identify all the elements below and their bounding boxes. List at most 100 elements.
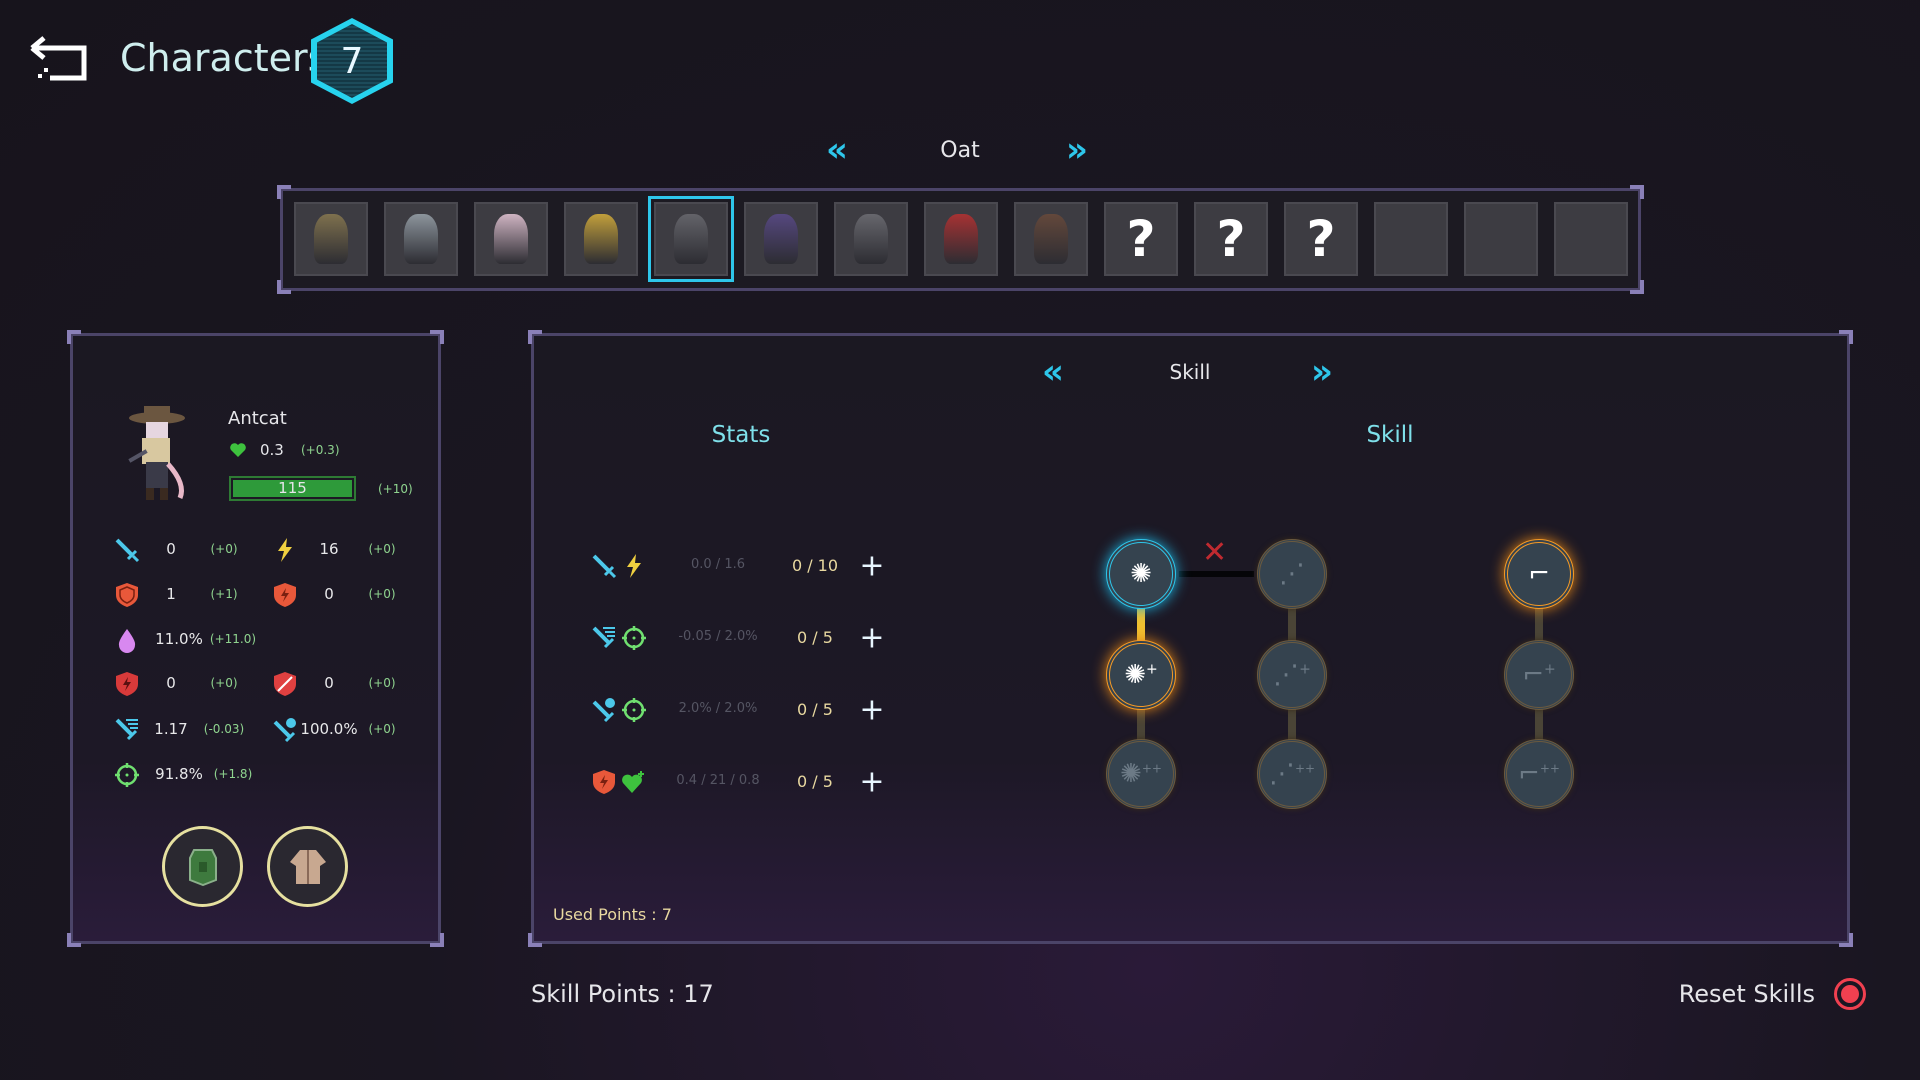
bolt-icon xyxy=(627,554,641,578)
upgrade-plus-button[interactable]: + xyxy=(859,548,885,584)
roster-slot-locked[interactable]: ? xyxy=(1104,202,1178,276)
record-icon xyxy=(1841,985,1859,1003)
skill-link xyxy=(1137,705,1145,744)
multishot-plus-plus-icon: ⋰++ xyxy=(1268,759,1316,789)
stats-header: Stats xyxy=(711,422,771,448)
skill-node-multishot-plus-plus[interactable]: ⋰++ xyxy=(1257,739,1327,809)
skill-link xyxy=(1288,604,1296,645)
roster-slot-character[interactable] xyxy=(744,202,818,276)
character-name: Antcat xyxy=(228,408,287,429)
skill-node-burst[interactable]: ✺ xyxy=(1106,539,1176,609)
character-sprite xyxy=(494,214,528,264)
stat-bonus: (+11.0) xyxy=(209,632,257,646)
sword-crit-icon xyxy=(592,698,615,723)
used-points: Used Points : 7 xyxy=(553,905,672,924)
reset-skills-label: Reset Skills xyxy=(1678,980,1815,1008)
roster-slot-character[interactable] xyxy=(834,202,908,276)
back-arrow-icon xyxy=(30,36,87,81)
skill-node-dual-pistols[interactable]: ⌐ xyxy=(1504,539,1574,609)
character-sprite xyxy=(314,214,348,264)
skill-node-dual-pistols-plus[interactable]: ⌐+ xyxy=(1504,640,1574,710)
roster-slot-character[interactable] xyxy=(384,202,458,276)
upgrade-level: 0 / 5 xyxy=(797,772,833,791)
stat-value: 91.8% xyxy=(155,765,203,783)
character-sprite xyxy=(764,214,798,264)
stat-bonus: (-0.03) xyxy=(203,722,245,736)
upgrade-plus-button[interactable]: + xyxy=(859,620,885,656)
roster-slot-character[interactable] xyxy=(294,202,368,276)
stat-value: 1 xyxy=(166,585,176,603)
page-title: Characters xyxy=(120,36,328,80)
sword-speed-icon xyxy=(115,718,138,741)
skill-node-multishot[interactable]: ⋰ xyxy=(1257,539,1327,609)
skill-link xyxy=(1535,604,1543,645)
character-count: 7 xyxy=(317,24,387,98)
skill-header: Skill xyxy=(1366,422,1414,448)
stat-value: 16 xyxy=(319,540,339,558)
multishot-plus-icon: ⋰+ xyxy=(1273,660,1311,690)
character-sprite xyxy=(674,214,708,264)
burst-plus-icon: ✺+ xyxy=(1124,660,1158,690)
upgrade-plus-button[interactable]: + xyxy=(859,692,885,728)
prev-character-button[interactable]: « xyxy=(826,130,848,170)
roster-slot-character[interactable] xyxy=(648,196,734,282)
selected-character-name: Oat xyxy=(940,138,980,163)
roster-slot-character[interactable] xyxy=(564,202,638,276)
equipment-slot-armor[interactable] xyxy=(162,826,243,907)
heart-icon xyxy=(622,771,644,793)
character-count-badge: 7 xyxy=(311,18,393,104)
skill-panel xyxy=(528,330,1853,947)
regen-value: 0.3 xyxy=(260,441,284,459)
roster-slot-locked[interactable]: ? xyxy=(1284,202,1358,276)
multishot-icon: ⋰ xyxy=(1279,559,1305,589)
shield-break-icon xyxy=(116,672,138,696)
next-tab-button[interactable]: » xyxy=(1311,352,1333,392)
skill-node-dual-pistols-plus-plus[interactable]: ⌐++ xyxy=(1504,739,1574,809)
crosshair-icon xyxy=(622,698,646,722)
character-info-panel xyxy=(67,330,444,947)
burst-icon: ✺ xyxy=(1130,559,1152,589)
sword-icon xyxy=(592,554,617,579)
dual-pistols-plus-icon: ⌐+ xyxy=(1522,660,1556,690)
back-button[interactable] xyxy=(28,36,90,82)
roster-slot-locked[interactable]: ? xyxy=(1194,202,1268,276)
roster-slot-character[interactable] xyxy=(474,202,548,276)
upgrade-level: 0 / 5 xyxy=(797,628,833,647)
panel-tab-title: Skill xyxy=(1169,360,1211,384)
skill-link xyxy=(1288,705,1296,744)
skill-node-burst-plus-plus[interactable]: ✺++ xyxy=(1106,739,1176,809)
stat-bonus: (+1.8) xyxy=(213,767,253,781)
equipment-slot-cloak[interactable] xyxy=(267,826,348,907)
stat-bonus: (+0) xyxy=(210,542,238,556)
next-character-button[interactable]: » xyxy=(1066,130,1088,170)
stat-bonus: (+0) xyxy=(368,722,396,736)
roster-slot-character[interactable] xyxy=(1014,202,1088,276)
skill-node-multishot-plus[interactable]: ⋰+ xyxy=(1257,640,1327,710)
prev-tab-button[interactable]: « xyxy=(1042,352,1064,392)
drop-icon xyxy=(118,629,136,653)
stat-bonus: (+0) xyxy=(368,542,396,556)
upgrade-values: 0.4 / 21 / 0.8 xyxy=(676,773,760,788)
regen-bonus: (+0.3) xyxy=(301,443,340,457)
character-sprite xyxy=(1034,214,1068,264)
stat-value: 0 xyxy=(324,674,334,692)
reset-skills-button[interactable] xyxy=(1834,978,1866,1010)
hp-bonus: (+10) xyxy=(378,482,413,496)
skill-link xyxy=(1535,705,1543,744)
dual-pistols-icon: ⌐ xyxy=(1528,559,1550,589)
skill-points: Skill Points : 17 xyxy=(531,980,714,1008)
dual-pistols-plus-plus-icon: ⌐++ xyxy=(1518,759,1560,789)
stat-value: 0 xyxy=(166,540,176,558)
character-sprite xyxy=(854,214,888,264)
stat-value: 1.17 xyxy=(154,720,188,738)
skill-node-burst-plus[interactable]: ✺+ xyxy=(1106,640,1176,710)
character-sprite xyxy=(584,214,618,264)
roster-slot-character[interactable] xyxy=(924,202,998,276)
sword-icon xyxy=(115,538,140,563)
sword-speed-icon xyxy=(592,626,615,649)
shield-slash-icon xyxy=(274,672,296,696)
upgrade-values: 0.0 / 1.6 xyxy=(691,557,745,572)
skill-link-blocked xyxy=(1179,571,1254,577)
shield-bolt-icon xyxy=(593,770,615,794)
upgrade-plus-button[interactable]: + xyxy=(859,764,885,800)
